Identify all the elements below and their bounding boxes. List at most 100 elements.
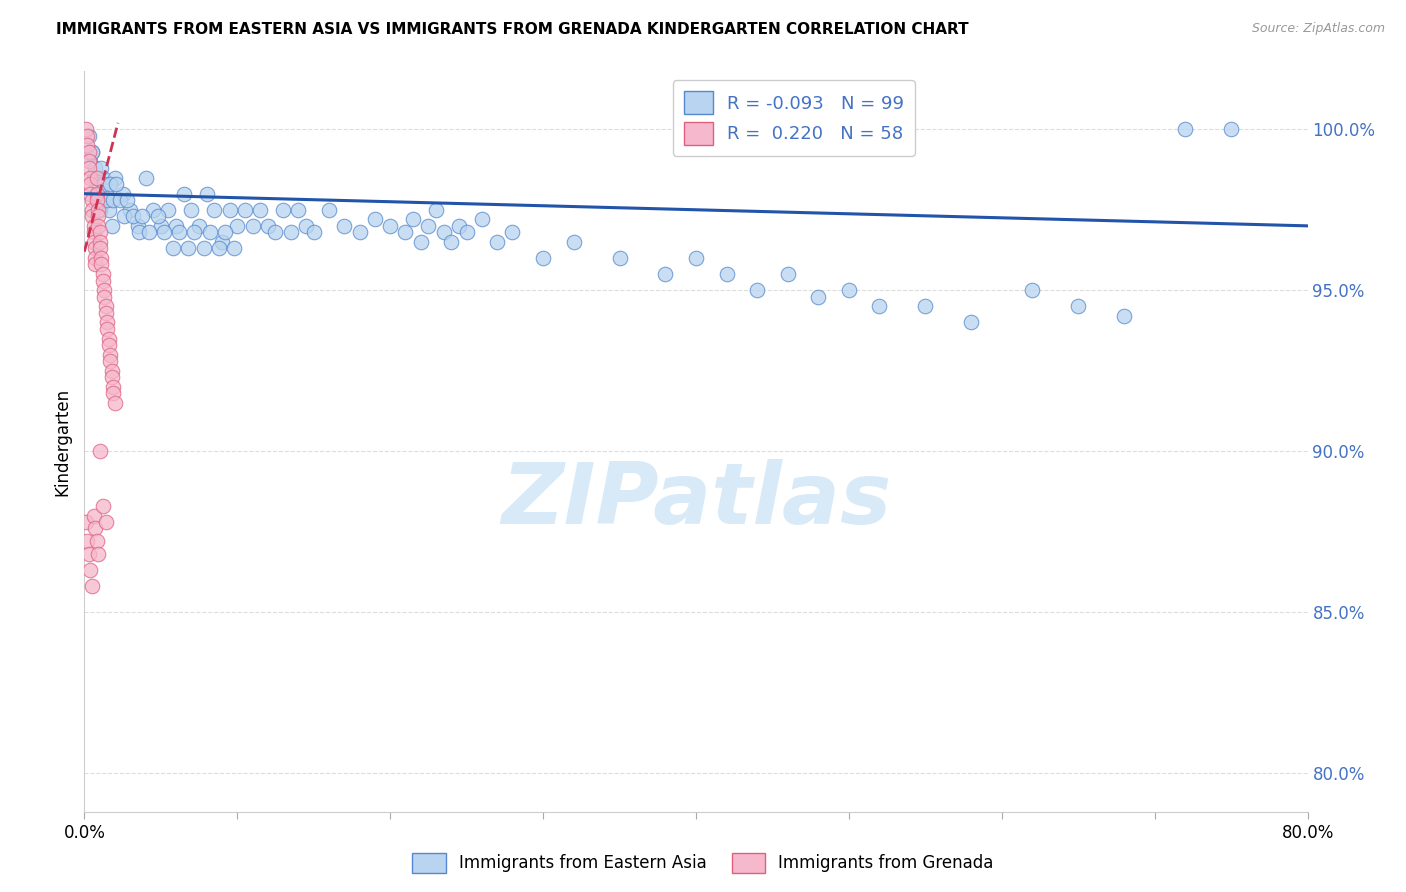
Point — [214, 225, 236, 239]
Point — [84, 258, 107, 272]
Point — [183, 225, 205, 239]
Point — [84, 521, 107, 535]
Point — [914, 299, 936, 313]
Point — [91, 170, 114, 185]
Point — [562, 235, 585, 249]
Point — [89, 235, 111, 249]
Point — [86, 193, 108, 207]
Point — [198, 225, 221, 239]
Point — [173, 186, 195, 201]
Point — [101, 370, 124, 384]
Point — [87, 219, 110, 233]
Point — [287, 202, 309, 217]
Point — [1174, 122, 1197, 136]
Point — [149, 219, 172, 233]
Point — [838, 283, 860, 297]
Point — [94, 299, 117, 313]
Point — [94, 515, 117, 529]
Point — [177, 241, 200, 255]
Point — [103, 193, 125, 207]
Point — [79, 154, 101, 169]
Point — [80, 202, 103, 217]
Point — [79, 170, 101, 185]
Point — [104, 396, 127, 410]
Point — [94, 186, 117, 201]
Point — [89, 225, 111, 239]
Point — [112, 209, 135, 223]
Point — [89, 241, 111, 255]
Point — [98, 348, 121, 362]
Point — [440, 235, 463, 249]
Point — [108, 193, 131, 207]
Point — [87, 202, 110, 217]
Point — [86, 186, 108, 201]
Point — [83, 508, 105, 523]
Point — [89, 444, 111, 458]
Point — [471, 212, 494, 227]
Point — [233, 202, 256, 217]
Point — [193, 241, 215, 255]
Point — [93, 177, 115, 191]
Point — [101, 219, 124, 233]
Point — [609, 251, 631, 265]
Point — [86, 186, 108, 201]
Point — [77, 547, 100, 561]
Point — [103, 386, 125, 401]
Point — [167, 225, 190, 239]
Point — [131, 209, 153, 223]
Point — [84, 251, 107, 265]
Point — [75, 515, 97, 529]
Point — [218, 202, 240, 217]
Point — [98, 177, 121, 191]
Point — [75, 122, 97, 136]
Point — [138, 225, 160, 239]
Point — [226, 219, 249, 233]
Point — [83, 170, 105, 185]
Point — [211, 235, 233, 249]
Point — [224, 241, 246, 255]
Point — [115, 193, 138, 207]
Point — [93, 290, 115, 304]
Point — [242, 219, 264, 233]
Point — [418, 219, 440, 233]
Point — [153, 225, 176, 239]
Point — [302, 225, 325, 239]
Point — [91, 267, 114, 281]
Point — [77, 128, 100, 143]
Point — [84, 241, 107, 255]
Point — [79, 177, 101, 191]
Point — [76, 128, 98, 143]
Point — [195, 186, 218, 201]
Point — [394, 225, 416, 239]
Point — [264, 225, 287, 239]
Point — [83, 225, 105, 239]
Legend: Immigrants from Eastern Asia, Immigrants from Grenada: Immigrants from Eastern Asia, Immigrants… — [405, 847, 1001, 880]
Point — [94, 306, 117, 320]
Point — [1114, 309, 1136, 323]
Point — [80, 145, 103, 159]
Point — [77, 154, 100, 169]
Point — [101, 364, 124, 378]
Point — [103, 380, 125, 394]
Point — [76, 138, 98, 153]
Point — [685, 251, 707, 265]
Point — [80, 145, 103, 159]
Point — [91, 274, 114, 288]
Point — [502, 225, 524, 239]
Point — [869, 299, 891, 313]
Point — [280, 225, 302, 239]
Point — [456, 225, 478, 239]
Point — [1220, 122, 1243, 136]
Point — [90, 251, 112, 265]
Point — [93, 283, 115, 297]
Point — [157, 202, 180, 217]
Point — [135, 170, 157, 185]
Point — [162, 241, 184, 255]
Point — [80, 209, 103, 223]
Point — [87, 209, 110, 223]
Point — [807, 290, 830, 304]
Point — [91, 499, 114, 513]
Point — [142, 202, 165, 217]
Point — [716, 267, 738, 281]
Text: IMMIGRANTS FROM EASTERN ASIA VS IMMIGRANTS FROM GRENADA KINDERGARTEN CORRELATION: IMMIGRANTS FROM EASTERN ASIA VS IMMIGRAN… — [56, 22, 969, 37]
